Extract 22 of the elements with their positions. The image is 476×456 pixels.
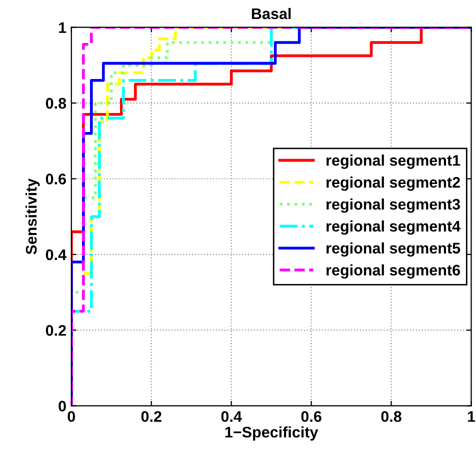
legend-label: regional segment5 <box>326 242 460 257</box>
legend-label: regional segment6 <box>326 264 460 279</box>
y-tick-label: 0.4 <box>46 249 66 260</box>
x-tick-label: 0.6 <box>301 411 322 422</box>
y-tick-label: 0 <box>58 400 66 412</box>
y-tick-label: 0.8 <box>46 98 66 109</box>
y-tick-label: 0.6 <box>46 174 66 184</box>
y-tick-label: 1 <box>59 22 66 33</box>
x-tick-label: 0.2 <box>141 411 162 422</box>
legend-label: regional segment4 <box>326 220 460 235</box>
x-tick-label: 1 <box>468 411 476 422</box>
legend-label: regional segment2 <box>326 176 460 191</box>
x-tick-label: 0 <box>68 411 76 422</box>
y-axis-title: Sensitivity <box>26 178 40 254</box>
legend-label: regional segment3 <box>326 198 460 213</box>
chart-title: Basal <box>252 8 291 20</box>
legend-label: regional segment1 <box>326 154 460 169</box>
y-tick-label: 0.2 <box>46 325 66 336</box>
x-axis-title: 1−Specificity <box>225 426 318 441</box>
line-series <box>71 27 472 406</box>
x-tick-label: 0.4 <box>221 411 242 422</box>
x-tick-label: 0.8 <box>381 411 402 422</box>
